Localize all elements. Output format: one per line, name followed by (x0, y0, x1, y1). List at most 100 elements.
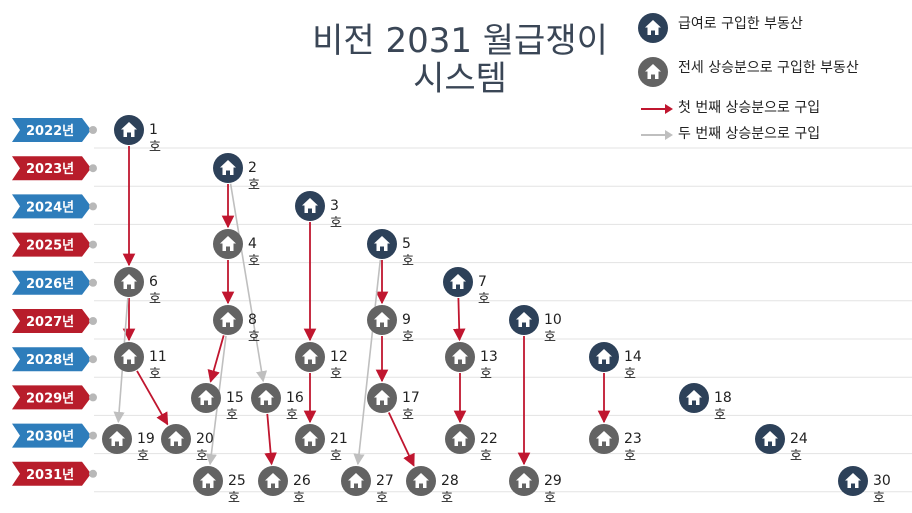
first-rise-arrow (207, 335, 225, 383)
property-unit-label: 호 (480, 367, 492, 382)
property-node: 27 호 (341, 466, 394, 506)
property-node: 10 호 (509, 305, 562, 345)
house-icon (265, 473, 281, 488)
property-number: 18 (714, 390, 732, 406)
second-rise-arrow (229, 183, 268, 383)
house-icon (638, 57, 668, 87)
property-unit-label: 호 (248, 178, 260, 193)
property-node: 1호 (114, 115, 161, 155)
house-icon (374, 312, 390, 327)
year-label: 2025년 (26, 239, 74, 254)
house-icon (845, 473, 861, 488)
property-number: 26 (293, 473, 311, 489)
house-icon (638, 13, 668, 43)
title-line-1: 비전 2031 월급쟁이 (312, 21, 608, 61)
property-unit-label: 호 (330, 216, 342, 231)
property-unit-label: 호 (330, 449, 342, 464)
house-icon (121, 349, 137, 364)
property-node: 7호 (443, 267, 490, 307)
house-icon (452, 431, 468, 446)
year-label: 2022년 (26, 124, 74, 139)
title-line-2: 시스템 (413, 59, 507, 99)
property-node: 23 호 (589, 424, 642, 464)
property-node: 13 호 (445, 342, 498, 382)
property-number: 24 (790, 431, 808, 447)
property-number: 6 (149, 274, 158, 290)
property-unit-label: 호 (480, 449, 492, 464)
property-number: 28 (441, 473, 459, 489)
property-number: 19 (137, 431, 155, 447)
year-label: 2027년 (26, 315, 74, 330)
property-node: 2호 (213, 153, 260, 193)
house-icon (596, 431, 612, 446)
property-number: 30 (873, 473, 891, 489)
property-unit-label: 호 (149, 367, 161, 382)
property-unit-label: 호 (790, 449, 802, 464)
house-icon (220, 312, 236, 327)
property-node: 12 호 (295, 342, 348, 382)
property-node: 8호 (213, 305, 260, 345)
property-number: 8 (248, 312, 257, 328)
house-icon (168, 431, 184, 446)
house-icon (198, 390, 214, 405)
gray-arrow-icon (641, 130, 673, 140)
property-unit-label: 호 (402, 330, 414, 345)
house-icon (302, 349, 318, 364)
house-icon (762, 431, 778, 446)
house-icon (220, 160, 236, 175)
house-icon (302, 198, 318, 213)
row-dot (89, 202, 97, 211)
property-node: 16 호 (251, 383, 304, 423)
house-icon (374, 390, 390, 405)
property-node: 15 호 (191, 383, 244, 423)
year-banner (12, 194, 91, 219)
property-node: 3호 (295, 191, 342, 231)
property-node: 18 호 (679, 383, 732, 423)
property-number: 12 (330, 349, 348, 365)
property-unit-label: 호 (248, 330, 260, 345)
row-dot (89, 164, 97, 173)
property-number: 15 (226, 390, 244, 406)
first-rise-arrow (264, 413, 277, 466)
year-label: 2026년 (26, 277, 74, 292)
property-unit-label: 호 (402, 408, 414, 423)
row-dot (89, 317, 97, 325)
year-label: 2030년 (26, 430, 74, 445)
property-unit-label: 호 (441, 491, 453, 506)
property-node: 9호 (367, 305, 414, 345)
house-icon (686, 390, 702, 405)
property-number: 22 (480, 431, 498, 447)
house-icon (516, 312, 532, 327)
property-number: 17 (402, 390, 420, 406)
property-node: 4호 (213, 229, 260, 269)
year-label: 2028년 (26, 353, 74, 368)
house-icon (348, 473, 364, 488)
property-unit-label: 호 (149, 140, 161, 155)
property-unit-label: 호 (149, 292, 161, 307)
property-number: 5 (402, 236, 411, 252)
house-icon (450, 274, 466, 289)
row-dot (89, 469, 97, 478)
page-title: 비전 2031 월급쟁이 시스템 (290, 22, 630, 98)
property-number: 25 (228, 473, 246, 489)
house-icon (200, 473, 216, 488)
property-number: 27 (376, 473, 394, 489)
legend-label-first-arrow: 첫 번째 상승분으로 구입 (678, 100, 821, 116)
property-unit-label: 호 (286, 408, 298, 423)
year-banner (12, 118, 91, 142)
row-dot (89, 431, 97, 440)
property-number: 23 (624, 431, 642, 447)
property-number: 2 (248, 160, 257, 176)
year-banner (12, 156, 91, 181)
property-number: 9 (402, 312, 411, 328)
property-number: 29 (544, 473, 562, 489)
first-rise-arrow (136, 370, 169, 426)
property-unit-label: 호 (196, 449, 208, 464)
property-unit-label: 호 (248, 254, 260, 269)
property-unit-label: 호 (226, 408, 238, 423)
year-banner (12, 347, 91, 372)
property-number: 16 (286, 390, 304, 406)
property-number: 7 (478, 274, 487, 290)
property-unit-label: 호 (714, 408, 726, 423)
